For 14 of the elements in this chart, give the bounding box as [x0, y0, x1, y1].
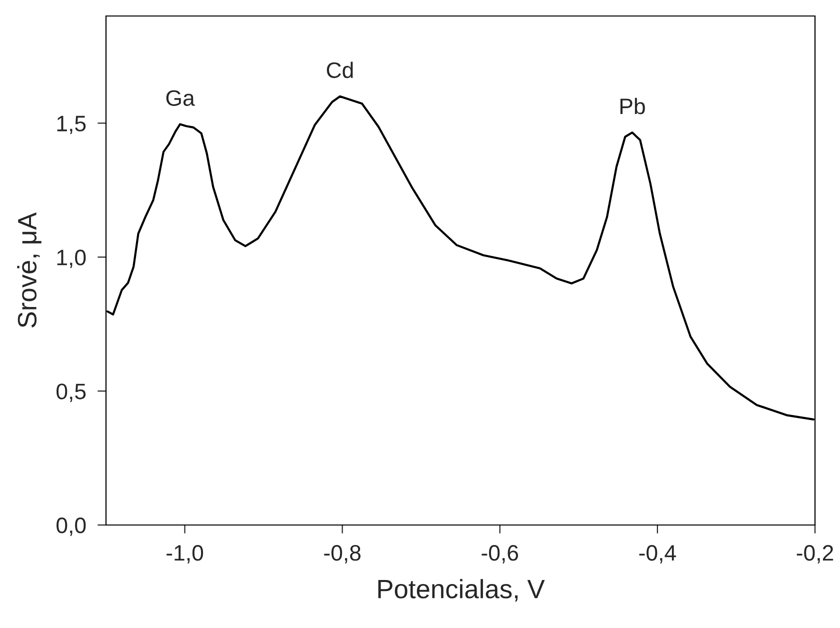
x-tick-label: -0,6: [482, 545, 518, 564]
x-tick-label: -0,2: [796, 545, 834, 564]
y-axis-title: Srovė, μA: [17, 212, 42, 328]
x-axis-title: Potencialas, V: [378, 579, 545, 602]
x-tick-label: -0,8: [324, 545, 361, 564]
annotation: Cd: [326, 62, 353, 78]
x-tick-label: -1,0: [166, 545, 204, 564]
annotation: Pb: [620, 98, 645, 114]
annotation: Ga: [166, 90, 195, 106]
x-tick-label: -0,4: [639, 545, 676, 564]
y-tick-label: 1,5: [57, 116, 86, 134]
y-tick-label: 1,0: [57, 250, 86, 268]
y-tick-label: 0,5: [56, 384, 86, 402]
y-tick-label: 0,0: [56, 518, 86, 536]
